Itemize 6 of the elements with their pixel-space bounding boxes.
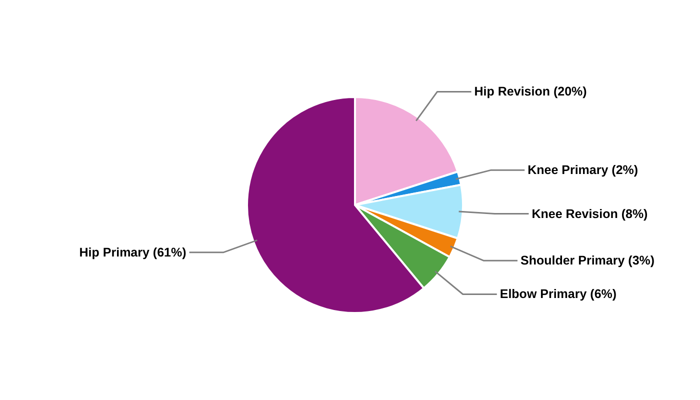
slice-label: Hip Revision (20%) (474, 84, 587, 99)
slice-label: Knee Revision (8%) (532, 206, 648, 221)
slice-label: Shoulder Primary (3%) (520, 254, 655, 268)
slice-label: Knee Primary (2%) (528, 163, 638, 178)
slice-label: Elbow Primary (6%) (500, 287, 617, 302)
slice-label: Hip Primary (61%) (79, 245, 186, 260)
